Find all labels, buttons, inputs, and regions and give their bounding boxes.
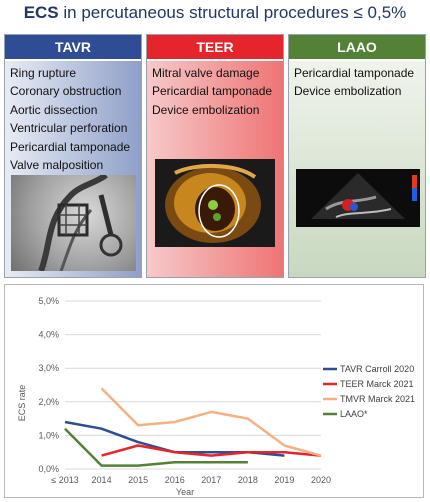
laao-column: LAAO Pericardial tamponade Device emboli… <box>288 34 426 278</box>
y-tick-label: 5,0% <box>38 296 59 306</box>
legend-label: LAAO* <box>340 409 368 419</box>
tavr-item: Coronary obstruction <box>10 84 122 99</box>
tavr-column: TAVR Ring rupture Coronary obstruction A… <box>4 34 142 278</box>
teer-item: Pericardial tamponade <box>152 84 273 99</box>
legend-label: TEER Marck 2021 <box>340 379 414 389</box>
tavr-list: Ring rupture Coronary obstruction Aortic… <box>5 61 141 174</box>
teer-header: TEER <box>147 35 283 61</box>
ecs-rate-chart: 0,0% 1,0% 2,0% 3,0% 4,0% 5,0% ≤ 2013 2014 2015 2… <box>4 284 424 498</box>
tavr-item: Ventricular perforation <box>10 121 128 136</box>
laao-item: Device embolization <box>294 84 402 99</box>
x-axis-label: Year <box>176 487 194 497</box>
tavr-item: Aortic dissection <box>10 102 98 117</box>
x-tick-label: ≤ 2013 <box>51 475 78 485</box>
x-tick-label: 2019 <box>274 475 294 485</box>
series-line <box>101 444 322 457</box>
laao-item: Pericardial tamponade <box>294 66 415 80</box>
x-tick-label: 2015 <box>128 475 148 485</box>
title-bold: ECS <box>23 3 59 22</box>
y-tick-label: 0,0% <box>38 464 59 474</box>
x-tick-label: 2014 <box>92 475 112 485</box>
x-tick-label: 2016 <box>165 475 185 485</box>
x-tick-label: 2020 <box>311 475 331 485</box>
line-chart: 0,0% 1,0% 2,0% 3,0% 4,0% 5,0% ≤ 2013 2014 2015 2… <box>17 296 415 497</box>
x-tick-label: 2018 <box>238 475 258 485</box>
teer-3d-echo-image <box>155 159 275 247</box>
tavr-fluoroscopy-image <box>11 175 136 271</box>
y-tick-label: 4,0% <box>38 330 59 340</box>
series-line <box>100 387 322 457</box>
laao-list: Pericardial tamponade Device embolizatio… <box>289 61 425 101</box>
tavr-item: Pericardial tamponade <box>10 139 131 154</box>
tavr-header: TAVR <box>5 35 141 61</box>
title-rest: in percutaneous structural procedures ≤ … <box>58 3 407 22</box>
teer-item: Device embolization <box>152 102 260 117</box>
laao-echo-image <box>296 169 420 227</box>
series-line <box>64 427 248 467</box>
legend-label: TAVR Carroll 2020 <box>340 364 414 374</box>
laao-header: LAAO <box>289 35 425 61</box>
teer-column: TEER Mitral valve damage Pericardial tam… <box>146 34 284 278</box>
teer-list: Mitral valve damage Pericardial tamponad… <box>147 61 283 119</box>
x-tick-label: 2017 <box>201 475 221 485</box>
tavr-item: Ring rupture <box>10 66 77 80</box>
page-title: ECS in percutaneous structural procedure… <box>0 3 430 23</box>
y-tick-label: 3,0% <box>38 363 59 373</box>
y-axis-label: ECS rate <box>17 385 27 422</box>
y-tick-label: 1,0% <box>38 430 59 440</box>
legend-label: TMVR Marck 2021 <box>340 394 415 404</box>
tavr-item: Valve malposition <box>10 158 104 173</box>
series-line <box>64 420 285 457</box>
teer-item: Mitral valve damage <box>152 66 260 80</box>
y-tick-label: 2,0% <box>38 397 59 407</box>
